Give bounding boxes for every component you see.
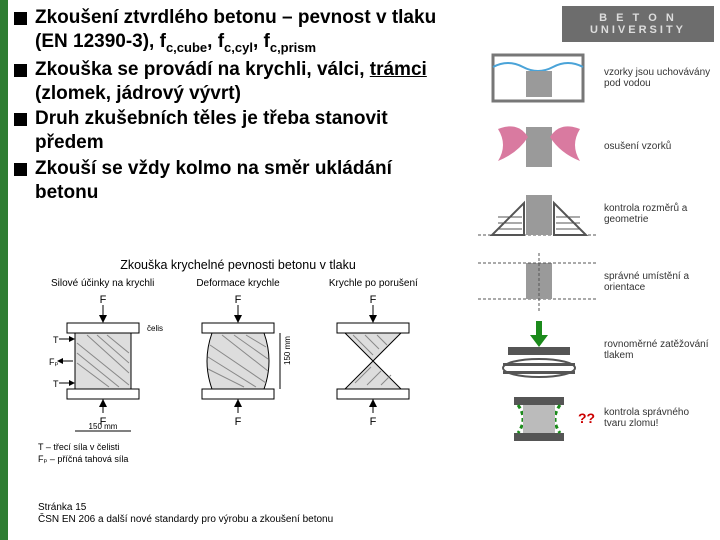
bullet-marker — [14, 113, 27, 126]
logo-line1: B E T O N — [599, 12, 677, 24]
accent-bar — [0, 0, 8, 540]
fracture-icon: ?? — [478, 389, 598, 447]
svg-text:??: ?? — [578, 410, 595, 426]
svg-text:T: T — [53, 335, 59, 345]
diagram-col-forces: Silové účinky na krychli F čelisti lisu … — [38, 278, 167, 436]
step-dry: osušení vzorků — [464, 114, 714, 178]
fail-svg: F F — [313, 293, 433, 433]
svg-text:Fₚ: Fₚ — [49, 357, 58, 367]
step-water: vzorky jsou uchovávány pod vodou — [464, 46, 714, 110]
step-caption: vzorky jsou uchovávány pod vodou — [604, 67, 714, 89]
load-icon — [478, 321, 598, 379]
bullet-item: Zkoušení ztvrdlého betonu – pevnost v tl… — [14, 6, 454, 56]
dry-icon — [478, 117, 598, 175]
step-fracture: ?? kontrola správného tvaru zlomu! — [464, 386, 714, 450]
step-caption: osušení vzorků — [604, 141, 714, 152]
svg-text:T: T — [53, 379, 59, 389]
step-load: rovnoměrné zatěžování tlakem — [464, 318, 714, 382]
diagram-col-fail: Krychle po porušení F F — [309, 278, 438, 436]
svg-text:F: F — [370, 416, 377, 428]
forces-svg: F čelisti lisu F T Fₚ T — [43, 293, 163, 433]
note2: Fₚ – příčná tahová síla — [38, 454, 128, 464]
bullet-item: Zkouška se provádí na krychli, válci, tr… — [14, 58, 454, 106]
col-label: Deformace krychle — [173, 278, 302, 289]
step-place: správné umístění a orientace — [464, 250, 714, 314]
bullet-marker — [14, 12, 27, 25]
note1: T – třecí síla v čelisti — [38, 442, 119, 452]
svg-text:F: F — [235, 416, 242, 428]
water-icon — [478, 49, 598, 107]
bullet-text: Zkoušení ztvrdlého betonu – pevnost v tl… — [35, 6, 454, 56]
diagram-row: Silové účinky na krychli F čelisti lisu … — [38, 278, 438, 436]
bullet-item: Druh zkušebních těles je třeba stanovit … — [14, 107, 454, 155]
diagram-footnote: T – třecí síla v čelisti Fₚ – příčná tah… — [38, 442, 438, 465]
deform-svg: F F 150 mm — [178, 293, 298, 433]
step-caption: kontrola správného tvaru zlomu! — [604, 407, 714, 429]
col-label: Krychle po porušení — [309, 278, 438, 289]
beton-university-logo: B E T O N UNIVERSITY — [562, 6, 714, 42]
svg-text:F: F — [370, 294, 377, 306]
F-label: F — [99, 294, 106, 306]
bullet-marker — [14, 64, 27, 77]
bullet-text: Zkouší se vždy kolmo na směr ukládání be… — [35, 157, 454, 205]
bullet-list: Zkoušení ztvrdlého betonu – pevnost v tl… — [14, 6, 454, 206]
step-caption: rovnoměrné zatěžování tlakem — [604, 339, 714, 361]
step-caption: kontrola rozměrů a geometrie — [604, 203, 714, 225]
bullet-text: Zkouška se provádí na krychli, válci, tr… — [35, 58, 454, 106]
place-icon — [478, 253, 598, 311]
diagram-col-deform: Deformace krychle F F 150 mm — [173, 278, 302, 436]
svg-text:150 mm: 150 mm — [283, 336, 292, 365]
step-measure: kontrola rozměrů a geometrie — [464, 182, 714, 246]
logo-line2: UNIVERSITY — [590, 24, 686, 36]
page-footer: Stránka 15 ČSN EN 206 a další nové stand… — [38, 502, 333, 526]
svg-text:150 mm: 150 mm — [88, 422, 117, 431]
bullet-item: Zkouší se vždy kolmo na směr ukládání be… — [14, 157, 454, 205]
svg-text:čelisti lisu: čelisti lisu — [147, 324, 163, 333]
col-label: Silové účinky na krychli — [38, 278, 167, 289]
step-caption: správné umístění a orientace — [604, 271, 714, 293]
compression-diagram: Zkouška krychelné pevnosti betonu v tlak… — [38, 258, 438, 465]
steps-column: B E T O N UNIVERSITY vzorky jsou uchováv… — [464, 6, 714, 454]
page-number: Stránka 15 — [38, 502, 333, 514]
bullet-text: Druh zkušebních těles je třeba stanovit … — [35, 107, 454, 155]
diagram-title: Zkouška krychelné pevnosti betonu v tlak… — [38, 258, 438, 272]
footer-text: ČSN EN 206 a další nové standardy pro vý… — [38, 514, 333, 526]
svg-text:F: F — [235, 294, 242, 306]
bullet-marker — [14, 163, 27, 176]
measure-icon — [478, 185, 598, 243]
